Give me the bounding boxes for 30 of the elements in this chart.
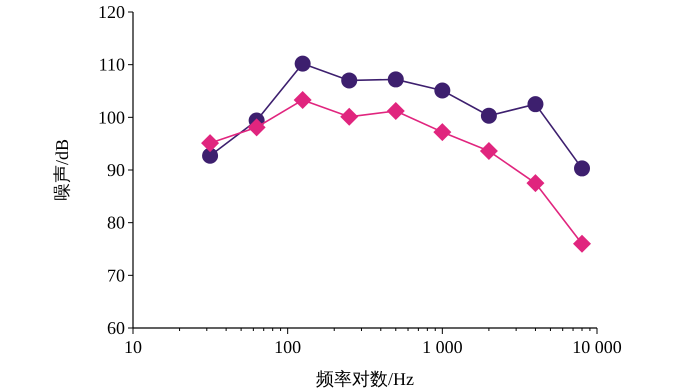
point: [201, 134, 220, 152]
point: [202, 148, 218, 164]
point: [434, 82, 450, 98]
y-tick-label: 90: [107, 160, 125, 180]
y-axis-title: 噪声/dB: [52, 138, 72, 202]
point: [294, 56, 311, 72]
point: [527, 96, 544, 112]
point: [388, 71, 404, 88]
point: [526, 174, 544, 192]
y-tick-label: 60: [107, 318, 125, 338]
y-tick-label: 120: [98, 2, 125, 22]
point: [480, 108, 497, 124]
x-tick-label: 10: [124, 337, 142, 357]
x-tick-label: 100: [274, 337, 302, 357]
point: [294, 90, 312, 109]
x-tick-label: 1 000: [422, 337, 463, 357]
y-tick-label: 100: [98, 107, 125, 128]
y-tick-label: 70: [107, 265, 125, 286]
point: [386, 102, 405, 120]
point: [340, 108, 358, 126]
point: [248, 118, 266, 136]
x-tick-label: 10 000: [572, 337, 622, 357]
point: [433, 123, 452, 142]
point: [574, 160, 590, 176]
y-tick-label: 110: [98, 54, 125, 75]
point: [573, 234, 592, 253]
y-tick-label: 80: [107, 212, 125, 233]
point: [480, 142, 498, 160]
x-axis-title: 频率对数/Hz: [316, 369, 414, 389]
point: [341, 72, 358, 88]
